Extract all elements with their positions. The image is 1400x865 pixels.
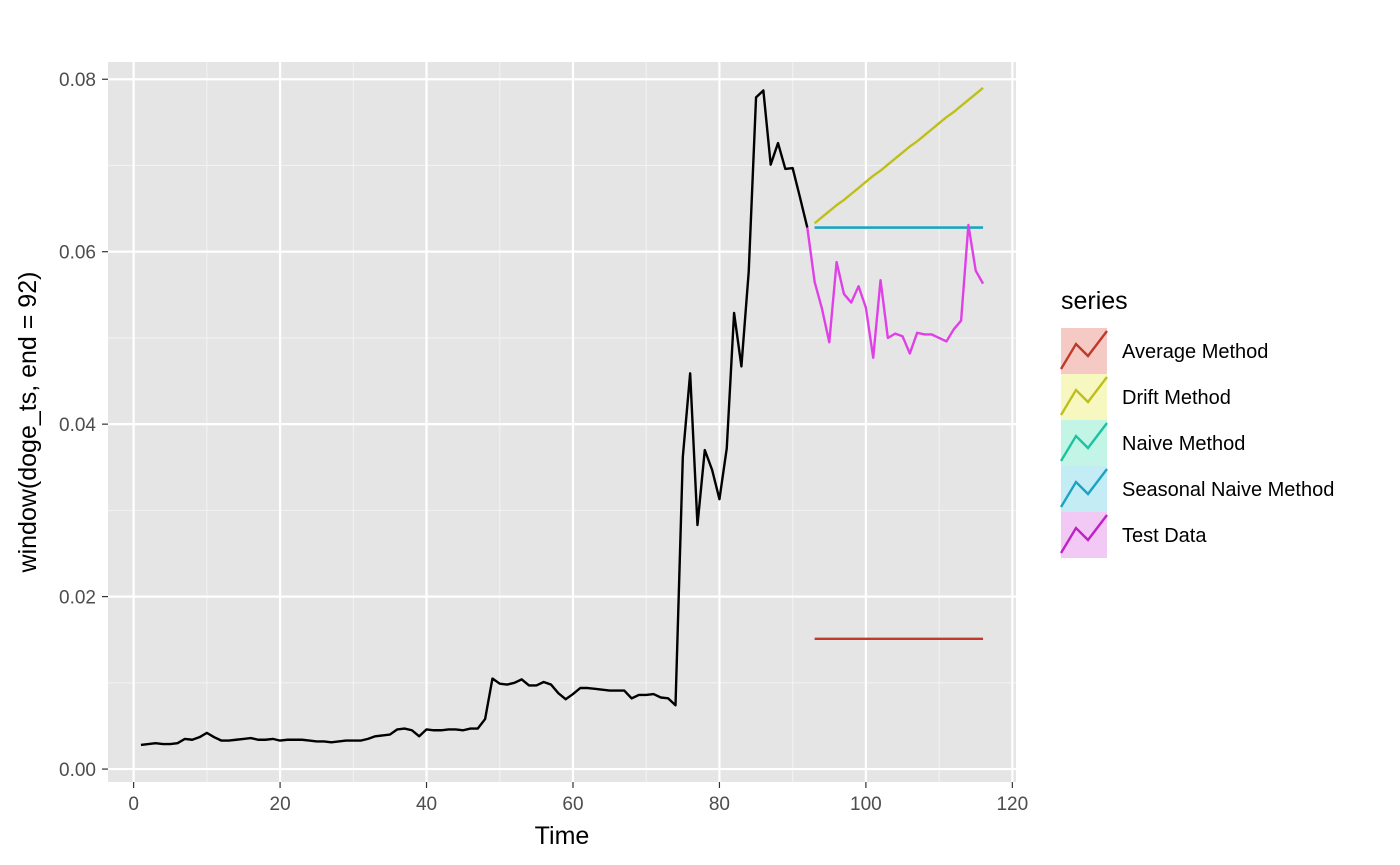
legend-item-test-data: Test Data [1059, 512, 1207, 558]
x-tick-label: 60 [562, 794, 583, 815]
y-axis-title: window(doge_ts, end = 92) [14, 272, 42, 574]
x-tick-label: 0 [128, 794, 139, 815]
legend-key-line [1059, 376, 1108, 416]
y-tick-label: 0.04 [59, 415, 96, 436]
major-grid [108, 62, 1016, 782]
y-axis-ticks: 0.00 0.02 0.04 0.06 0.08 [59, 70, 108, 781]
legend-key-line [1059, 468, 1108, 508]
drift-method-line [813, 86, 984, 225]
legend-label: Naive Method [1122, 433, 1245, 455]
test-data-line [806, 223, 985, 359]
legend-item-naive-method: Naive Method [1059, 420, 1245, 466]
y-tick-label: 0.08 [59, 70, 96, 91]
observed-series-line [140, 89, 809, 747]
x-tick-label: 100 [850, 794, 882, 815]
x-axis-ticks: 0 20 40 60 80 100 120 [128, 782, 1028, 815]
legend-label: Test Data [1122, 525, 1207, 547]
series-lines [140, 86, 985, 747]
legend-item-average-method: Average Method [1059, 328, 1268, 374]
legend-label: Drift Method [1122, 387, 1231, 409]
y-tick-label: 0.06 [59, 243, 96, 264]
legend-item-drift-method: Drift Method [1059, 374, 1231, 420]
legend-title: series [1061, 287, 1128, 315]
legend-items: Average Method Drift Method Naive Method Se… [1059, 328, 1334, 558]
legend-key-line [1059, 422, 1108, 462]
minor-grid [108, 62, 1016, 782]
legend-key-line [1059, 330, 1108, 370]
y-tick-label: 0.02 [59, 588, 96, 609]
x-tick-label: 40 [416, 794, 437, 815]
legend: series Average Method Drift Method Naive M… [1059, 287, 1334, 558]
legend-key-line [1059, 514, 1108, 554]
legend-label: Average Method [1122, 341, 1268, 363]
y-tick-label: 0.00 [59, 760, 96, 781]
legend-label: Seasonal Naive Method [1122, 479, 1334, 501]
x-tick-label: 80 [709, 794, 730, 815]
legend-item-seasonal-naive-method: Seasonal Naive Method [1059, 466, 1334, 512]
x-tick-label: 120 [996, 794, 1028, 815]
x-tick-label: 20 [270, 794, 291, 815]
x-axis-title: Time [535, 822, 590, 850]
